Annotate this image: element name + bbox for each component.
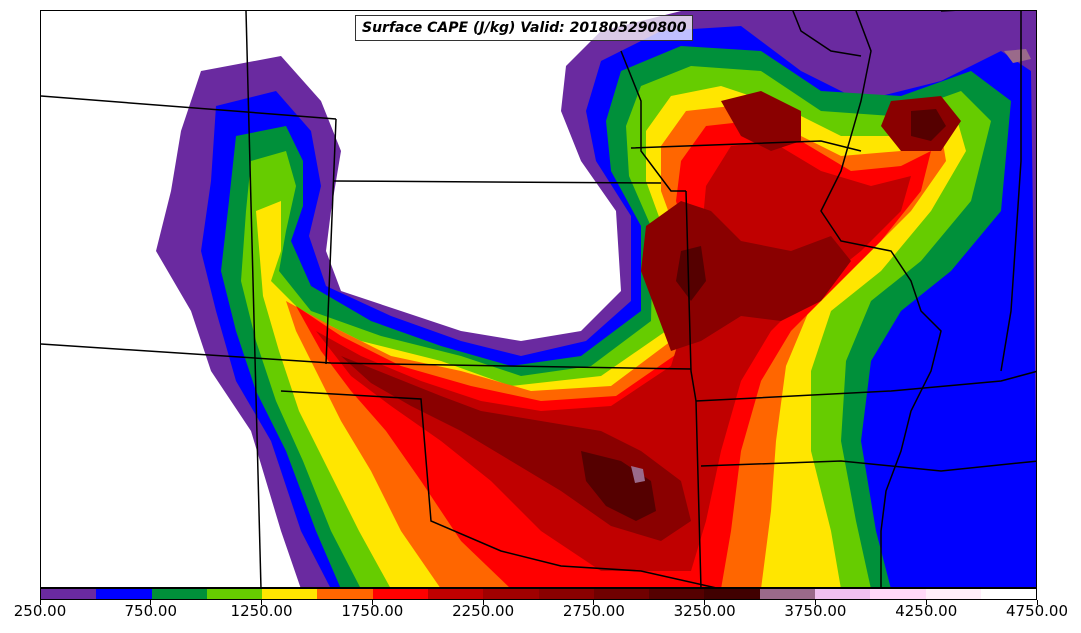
colorbar-segment (151, 589, 207, 599)
boundary-line-7 (685, 190, 702, 587)
colorbar-tick-label: 2250.00 (452, 602, 515, 620)
colorbar-tick (593, 600, 595, 605)
colorbar-segment (96, 589, 152, 599)
colorbar-tick-label: 3250.00 (673, 602, 736, 620)
colorbar (40, 588, 1037, 600)
colorbar-segment (704, 589, 760, 599)
colorbar-segment (759, 589, 815, 599)
boundary-line-4 (333, 180, 662, 184)
colorbar-segment (317, 589, 373, 599)
colorbar-tick (261, 600, 263, 605)
cape-region-2250 (341, 91, 961, 541)
boundary-line-15 (792, 11, 862, 57)
colorbar-tick-label: 1750.00 (341, 602, 404, 620)
colorbar-tick (925, 600, 927, 605)
boundary-line-9 (695, 370, 1036, 402)
map-title: Surface CAPE (J/kg) Valid: 201805290800 (355, 15, 694, 41)
colorbar-segment (427, 589, 484, 599)
colorbar-tick-label: 4750.00 (1005, 602, 1069, 620)
colorbar-segment (814, 589, 871, 599)
colorbar-tick (704, 600, 706, 605)
colorbar-segment (593, 589, 650, 599)
colorbar-tick-label: 750.00 (124, 602, 178, 620)
colorbar-tick-label: 3750.00 (784, 602, 847, 620)
colorbar-tick (814, 600, 816, 605)
colorbar-segment (538, 589, 594, 599)
colorbar-segment (483, 589, 539, 599)
colorbar-segment (262, 589, 318, 599)
colorbar-tick (150, 600, 152, 605)
colorbar-segment (206, 589, 263, 599)
colorbar-segment (925, 589, 981, 599)
colorbar-tick (1036, 600, 1038, 605)
colorbar-tick (482, 600, 484, 605)
boundary-line-12 (820, 11, 942, 587)
cape-region-2750 (581, 109, 946, 521)
colorbar-tick-label: 2750.00 (562, 602, 625, 620)
cape-map (40, 10, 1037, 588)
state-boundaries (41, 11, 1036, 587)
colorbar-segment (649, 589, 705, 599)
colorbar-tick-label: 1250.00 (230, 602, 293, 620)
colorbar-segment (372, 589, 428, 599)
colorbar-tick (371, 600, 373, 605)
colorbar-tick-label: 4250.00 (895, 602, 958, 620)
colorbar-tick (39, 600, 41, 605)
boundary-line-13 (1000, 11, 1022, 372)
boundary-line-5 (41, 343, 692, 370)
boundary-line-1 (41, 95, 337, 120)
boundary-line-10 (700, 460, 1036, 472)
colorbar-tick-label: 250.00 (13, 602, 67, 620)
boundary-line-2 (245, 11, 262, 587)
cape-fill-layers (156, 11, 1036, 587)
cape-contour-map (41, 11, 1036, 587)
boundary-line-11 (620, 50, 686, 192)
colorbar-segment (980, 589, 1037, 599)
colorbar-segment (870, 589, 926, 599)
colorbar-segment (41, 589, 97, 599)
boundary-line-3 (325, 118, 337, 365)
boundary-line-6 (280, 390, 716, 587)
